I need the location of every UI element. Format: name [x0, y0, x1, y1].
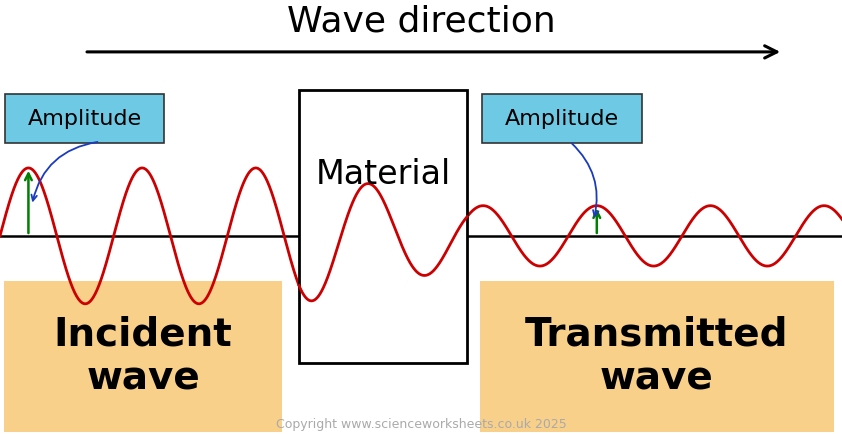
- Bar: [480, 281, 834, 432]
- Bar: [4, 281, 282, 432]
- FancyBboxPatch shape: [482, 94, 642, 143]
- Text: Copyright www.scienceworksheets.co.uk 2025: Copyright www.scienceworksheets.co.uk 20…: [275, 418, 567, 431]
- FancyBboxPatch shape: [5, 94, 164, 143]
- Text: Amplitude: Amplitude: [505, 109, 619, 129]
- Text: Incident
wave: Incident wave: [54, 316, 232, 398]
- Text: Material: Material: [316, 158, 450, 191]
- Text: Transmitted
wave: Transmitted wave: [525, 316, 788, 398]
- Bar: [299, 90, 467, 363]
- Text: Wave direction: Wave direction: [286, 5, 556, 39]
- Text: Amplitude: Amplitude: [28, 109, 141, 129]
